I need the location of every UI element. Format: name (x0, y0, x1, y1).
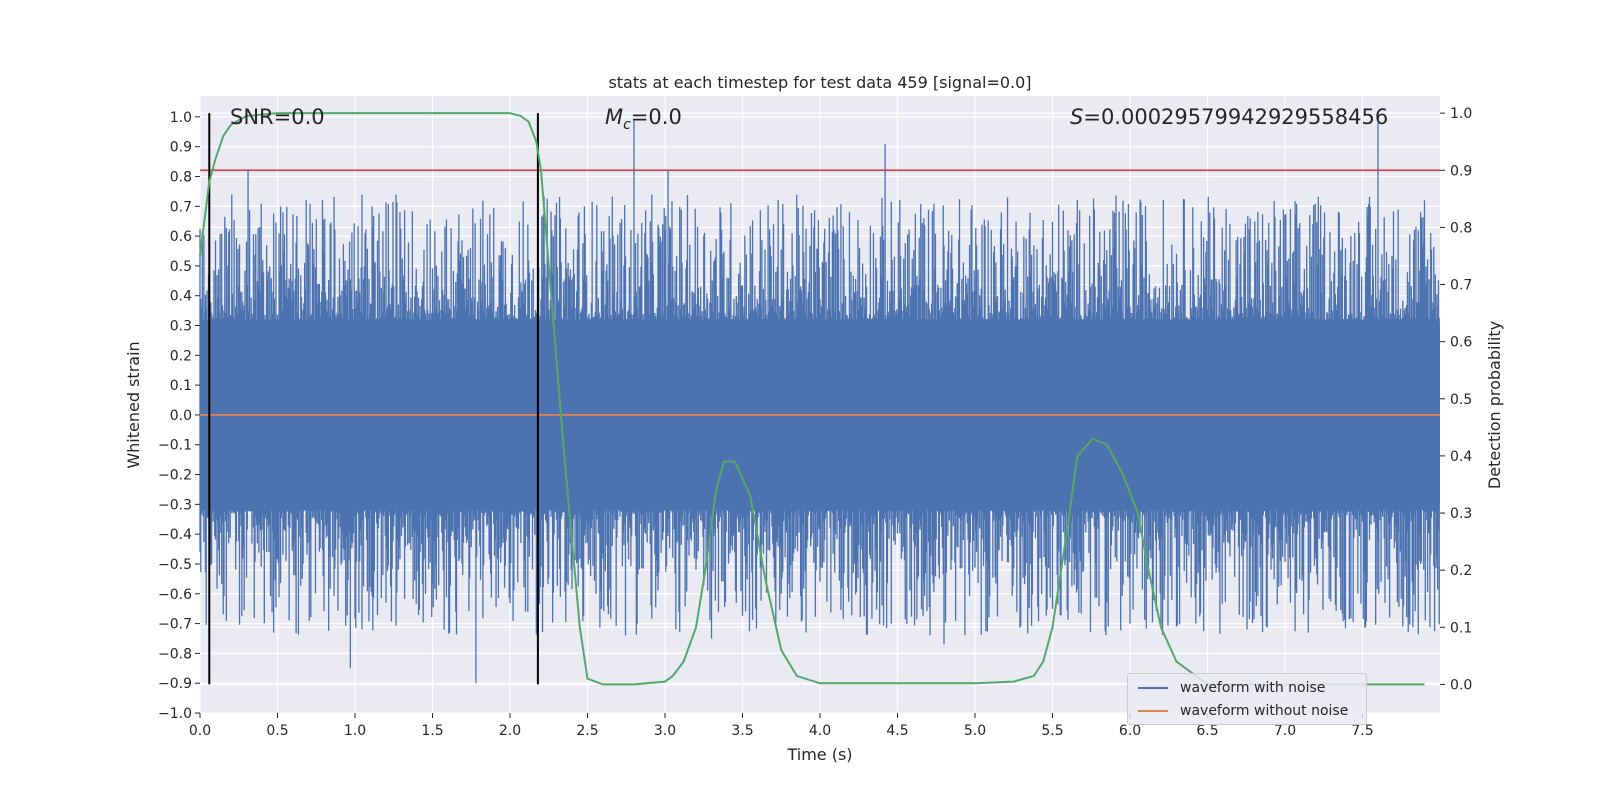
x-tick-label: 6.0 (1119, 723, 1141, 739)
x-tick-label: 3.5 (731, 723, 753, 739)
x-tick-label: 0.5 (266, 723, 288, 739)
y-tick-label: 0.2 (170, 348, 192, 364)
y2-tick-label: 1.0 (1450, 106, 1472, 122)
snr-annotation: SNR=0.0 (230, 105, 325, 129)
x-tick-label: 3.0 (654, 723, 676, 739)
y2-tick-label: 0.3 (1450, 506, 1472, 522)
y-tick-label: −0.7 (158, 617, 192, 633)
x-axis-ticks: 0.0 0.5 1.0 1.5 2.0 2.5 3.0 3.5 4.0 4.5 5.0 5.5 6.0 6… (189, 713, 1374, 739)
y-tick-label: 1.0 (170, 110, 192, 126)
x-tick-label: 4.5 (886, 723, 908, 739)
x-tick-label: 0.0 (189, 723, 211, 739)
noise-trace (199, 119, 1440, 684)
y-tick-label: 0.3 (170, 319, 192, 335)
legend-item-with-noise: waveform with noise (1138, 678, 1325, 698)
legend-item-without-noise: waveform without noise (1138, 701, 1348, 721)
y-tick-label: 0.1 (170, 378, 192, 394)
x-tick-label: 2.5 (576, 723, 598, 739)
x-tick-label: 1.0 (344, 723, 366, 739)
x-tick-label: 5.0 (964, 723, 986, 739)
y-tick-label: −1.0 (158, 706, 192, 722)
y-axis-ticks: 1.0 0.9 0.8 0.7 0.6 0.5 0.4 0.3 0.2 0.1 0.0 −0.1 −0.… (158, 110, 200, 722)
legend-label-without-noise: waveform without noise (1180, 703, 1349, 719)
legend-swatch-with-noise (1138, 687, 1168, 689)
y2-axis-label: Detection probability (1485, 321, 1504, 489)
y-tick-label: 0.4 (170, 289, 192, 305)
x-tick-label: 1.5 (421, 723, 443, 739)
y2-tick-label: 0.7 (1450, 278, 1472, 294)
y-tick-label: 0.5 (170, 259, 192, 275)
series-detection-probability (199, 112, 1425, 686)
chirp-mass-annotation: Mc=0.0 (605, 105, 682, 133)
legend: waveform with noise waveform without noi… (1127, 673, 1367, 725)
y2-tick-label: 0.8 (1450, 220, 1472, 236)
y-axis-label: Whitened strain (124, 341, 143, 468)
y2-tick-label: 0.0 (1450, 677, 1472, 693)
y2-tick-label: 0.1 (1450, 620, 1472, 636)
x-tick-label: 6.5 (1196, 723, 1218, 739)
y-tick-label: 0.6 (170, 229, 192, 245)
y-tick-label: −0.5 (158, 557, 192, 573)
chart-title: stats at each timestep for test data 459… (608, 73, 1031, 92)
x-tick-label: 4.0 (809, 723, 831, 739)
detection-probability-line (199, 112, 1425, 686)
y-tick-label: −0.3 (158, 497, 192, 513)
y-tick-label: −0.8 (158, 646, 192, 662)
vertical-markers (208, 113, 539, 685)
y-tick-label: 0.9 (170, 140, 192, 156)
y-tick-label: −0.2 (158, 468, 192, 484)
y-tick-label: −0.1 (158, 438, 192, 454)
significance-annotation: S=0.00029579942929558456 (1070, 105, 1388, 129)
y2-tick-label: 0.2 (1450, 563, 1472, 579)
y2-tick-label: 0.6 (1450, 335, 1472, 351)
y2-tick-label: 0.5 (1450, 392, 1472, 408)
legend-label-with-noise: waveform with noise (1180, 680, 1326, 696)
x-tick-label: 2.0 (499, 723, 521, 739)
x-tick-label: 7.5 (1351, 723, 1373, 739)
y-tick-label: 0.7 (170, 199, 192, 215)
y-tick-label: −0.9 (158, 676, 192, 692)
y-tick-label: −0.6 (158, 587, 192, 603)
legend-swatch-without-noise (1138, 710, 1168, 712)
y2-tick-label: 0.4 (1450, 449, 1472, 465)
x-tick-label: 5.5 (1041, 723, 1063, 739)
y-tick-label: 0.8 (170, 169, 192, 185)
x-axis-label: Time (s) (786, 745, 852, 764)
y-tick-label: −0.4 (158, 527, 192, 543)
y2-tick-label: 0.9 (1450, 163, 1472, 179)
x-tick-label: 7.0 (1274, 723, 1296, 739)
y2-axis-ticks: 1.0 0.9 0.8 0.7 0.6 0.5 0.4 0.3 0.2 0.1 0.0 (1440, 106, 1472, 693)
y-tick-label: 0.0 (170, 408, 192, 424)
